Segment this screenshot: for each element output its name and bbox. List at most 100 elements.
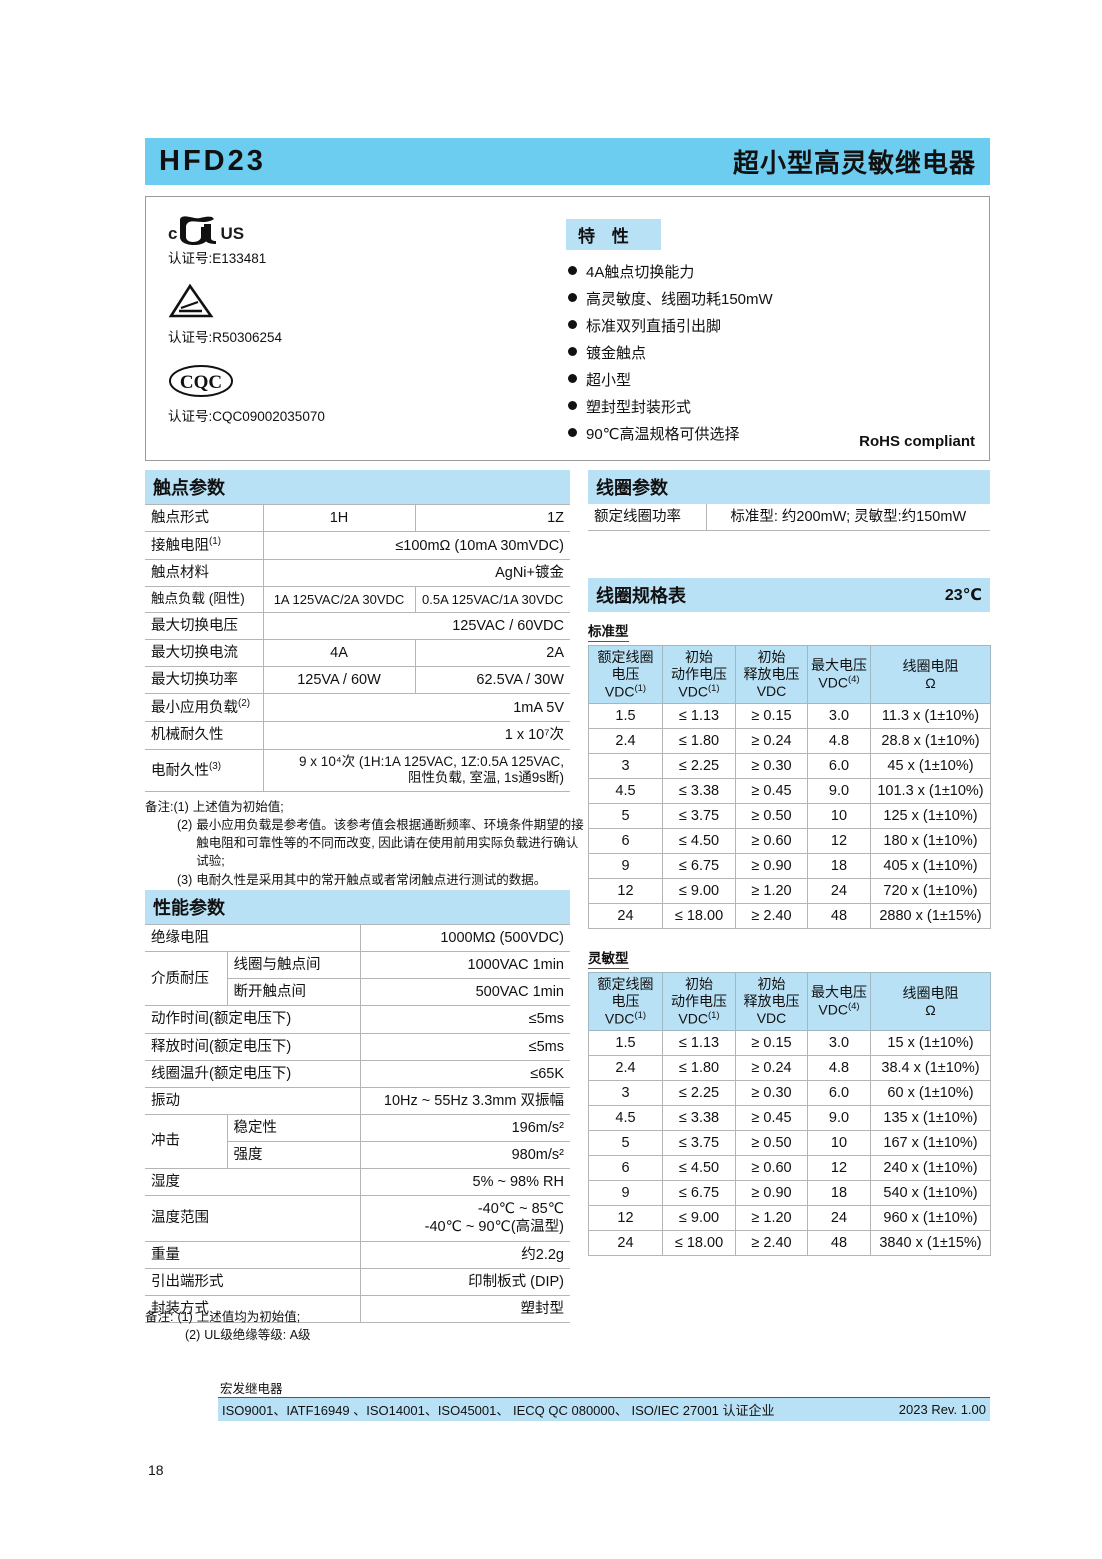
- cell-coil-resistance: 540 x (1±10%): [870, 1180, 991, 1207]
- tuv-triangle-icon: [168, 283, 214, 318]
- table-row: 触点形式 1H 1Z: [145, 503, 570, 533]
- row-label: 介质耐压: [145, 951, 227, 1007]
- cell-coil-resistance: 125 x (1±10%): [870, 803, 991, 830]
- cell-pickup-voltage: ≤ 2.25: [662, 753, 736, 780]
- cell-max-voltage: 18: [807, 1180, 871, 1207]
- row-value-1z: 1Z: [414, 503, 570, 533]
- table-row: 3 ≤ 2.25 ≥ 0.30 6.0 60 x (1±10%): [588, 1080, 991, 1107]
- cell-coil-resistance: 2880 x (1±15%): [870, 903, 991, 930]
- bullet-icon: [568, 347, 577, 356]
- table-row: 最大切换电压 125VAC / 60VDC: [145, 612, 570, 641]
- note-item: (3) 电耐久性是采用其中的常开触点或者常闭触点进行测试的数据。: [145, 871, 585, 889]
- table-row: 最大切换电流 4A 2A: [145, 639, 570, 668]
- feature-text: 塑封型封装形式: [586, 399, 692, 416]
- cell-max-voltage: 9.0: [807, 778, 871, 805]
- row-label: 释放时间(额定电压下): [145, 1033, 360, 1061]
- bullet-icon: [568, 320, 577, 329]
- table-row: 电耐久性(3) 9 x 10⁴次 (1H:1A 125VAC, 1Z:0.5A …: [145, 749, 570, 793]
- cert-tuv-number: 认证号:R50306254: [168, 330, 283, 345]
- bullet-icon: [568, 266, 577, 275]
- row-value: 1mA 5V: [262, 693, 570, 723]
- table-header-row: 额定线圈 电压 VDC(1) 初始 动作电压 VDC(1) 初始 释放电压 VDC 最…: [588, 972, 991, 1032]
- table-row: 触点负载 (阻性) 1A 125VAC/2A 30VDC 0.5A 125VAC…: [145, 586, 570, 614]
- cell-coil-resistance: 405 x (1±10%): [870, 853, 991, 880]
- row-value: 约2.2g: [359, 1241, 570, 1269]
- cell-rated-voltage: 12: [588, 878, 663, 905]
- table-row: 5 ≤ 3.75 ≥ 0.50 10 125 x (1±10%): [588, 803, 991, 830]
- row-label: 触点形式: [145, 503, 263, 533]
- table-row: 24 ≤ 18.00 ≥ 2.40 48 3840 x (1±15%): [588, 1230, 991, 1257]
- cell-rated-voltage: 4.5: [588, 778, 663, 805]
- ul-logo-icon: [180, 216, 217, 245]
- cell-rated-voltage: 24: [588, 1230, 663, 1257]
- row-label: 触点材料: [145, 559, 263, 588]
- table-row: 冲击 稳定性 196m/s²: [145, 1114, 570, 1170]
- col-pickup-voltage: 初始 动作电压 VDC(1): [662, 644, 736, 705]
- cell-pickup-voltage: ≤ 1.80: [662, 1055, 736, 1082]
- cell-pickup-voltage: ≤ 2.25: [662, 1080, 736, 1107]
- cell-dropout-voltage: ≥ 0.24: [735, 728, 808, 755]
- cell-coil-resistance: 38.4 x (1±10%): [870, 1055, 991, 1082]
- cell-pickup-voltage: ≤ 1.13: [662, 1030, 736, 1057]
- cell-dropout-voltage: ≥ 0.50: [735, 1130, 808, 1157]
- coil-sensitive-table: 额定线圈 电压 VDC(1) 初始 动作电压 VDC(1) 初始 释放电压 VDC 最…: [588, 972, 991, 1257]
- table-row: 封装方式 塑封型: [145, 1295, 570, 1323]
- col-dropout-voltage: 初始 释放电压 VDC: [735, 644, 808, 705]
- table-row: 释放时间(额定电压下) ≤5ms: [145, 1033, 570, 1061]
- col-rated-coil-voltage: 额定线圈 电压 VDC(1): [588, 972, 663, 1032]
- cell-coil-resistance: 101.3 x (1±10%): [870, 778, 991, 805]
- table-header-row: 额定线圈 电压 VDC(1) 初始 动作电压 VDC(1) 初始 释放电压 VDC 最…: [588, 644, 991, 705]
- cell-dropout-voltage: ≥ 0.50: [735, 803, 808, 830]
- cell-coil-resistance: 3840 x (1±15%): [870, 1230, 991, 1257]
- cell-rated-voltage: 1.5: [588, 703, 663, 730]
- table-row: 触点材料 AgNi+镀金: [145, 559, 570, 588]
- cqc-icon: CQC: [169, 365, 233, 397]
- cert-cqc: CQC 认证号:CQC09002035070: [168, 364, 548, 425]
- contact-parameters-notes: 备注: (1) 上述值为初始值; (2) 最小应用负载是参考值。该参考值会根据通…: [145, 798, 585, 889]
- cell-dropout-voltage: ≥ 2.40: [735, 903, 808, 930]
- row-value: AgNi+镀金: [262, 559, 570, 588]
- col-rated-coil-voltage: 额定线圈 电压 VDC(1): [588, 644, 663, 705]
- cell-dropout-voltage: ≥ 0.15: [735, 1030, 808, 1057]
- row-label: 绝缘电阻: [145, 923, 360, 953]
- cell-rated-voltage: 9: [588, 1180, 663, 1207]
- cell-coil-resistance: 28.8 x (1±10%): [870, 728, 991, 755]
- cell-rated-voltage: 2.4: [588, 1055, 663, 1082]
- table-row: 12 ≤ 9.00 ≥ 1.20 24 960 x (1±10%): [588, 1205, 991, 1232]
- cell-max-voltage: 24: [807, 878, 871, 905]
- table-row: 24 ≤ 18.00 ≥ 2.40 48 2880 x (1±15%): [588, 903, 991, 930]
- row-label: 触点负载 (阻性): [145, 586, 263, 614]
- list-item: 超小型: [568, 369, 968, 390]
- row-label: 线圈温升(额定电压下): [145, 1060, 360, 1088]
- row-value: ≤5ms: [359, 1033, 570, 1061]
- coil-parameters-section: 线圈参数 额定线圈功率 标准型: 约200mW; 灵敏型:约150mW: [588, 470, 990, 532]
- cell-rated-voltage: 24: [588, 903, 663, 930]
- note-text: 最小应用负载是参考值。该参考值会根据通断频率、环境条件期望的接触电阻和可靠性等的…: [196, 818, 584, 869]
- table-row: 线圈温升(额定电压下) ≤65K: [145, 1060, 570, 1088]
- footer-certs-text: ISO9001、IATF16949 、ISO14001、ISO45001、 IE…: [222, 1403, 775, 1418]
- row-label: 温度范围: [145, 1195, 360, 1242]
- table-row: 强度 980m/s²: [145, 1141, 570, 1170]
- table-row: 动作时间(额定电压下) ≤5ms: [145, 1005, 570, 1034]
- cell-coil-resistance: 240 x (1±10%): [870, 1155, 991, 1182]
- table-row: 6 ≤ 4.50 ≥ 0.60 12 180 x (1±10%): [588, 828, 991, 855]
- bullet-icon: [568, 374, 577, 383]
- coil-parameters-table: 额定线圈功率 标准型: 约200mW; 灵敏型:约150mW: [588, 504, 990, 532]
- row-value: 塑封型: [359, 1295, 570, 1323]
- cell-pickup-voltage: ≤ 18.00: [662, 903, 736, 930]
- cell-pickup-voltage: ≤ 18.00: [662, 1230, 736, 1257]
- table-row: 接触电阻(1) ≤100mΩ (10mA 30mVDC): [145, 531, 570, 561]
- note-text: 上述值均为初始值;: [196, 1310, 301, 1324]
- note-index: (3): [177, 872, 193, 887]
- features-heading: 特 性: [566, 219, 661, 250]
- bullet-icon: [568, 401, 577, 410]
- row-value: 125VAC / 60VDC: [262, 612, 570, 641]
- col-coil-resistance: 线圈电阻 Ω: [870, 644, 991, 705]
- note-index: (1): [177, 1310, 193, 1324]
- row-label: 封装方式: [145, 1295, 360, 1323]
- ambient-temperature-label: 23℃: [944, 587, 982, 604]
- cell-max-voltage: 48: [807, 903, 871, 930]
- row-sublabel: 稳定性: [226, 1114, 360, 1143]
- feature-text: 90℃高温规格可供选择: [586, 426, 740, 443]
